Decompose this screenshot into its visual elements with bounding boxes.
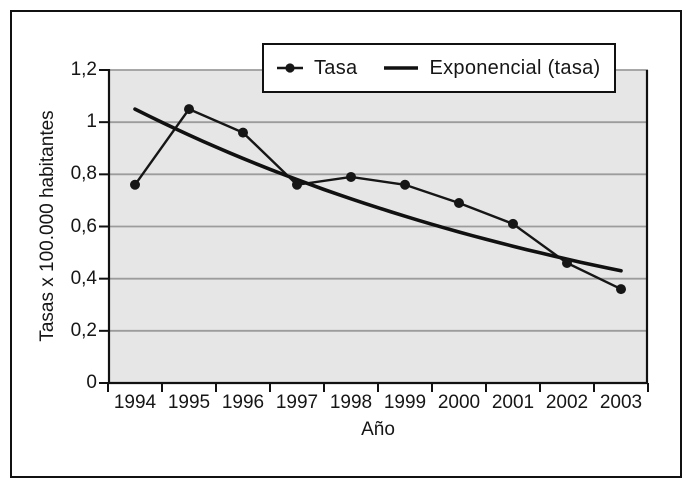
y-tick-label: 0 <box>86 372 97 393</box>
y-tick-label: 0,6 <box>70 215 97 237</box>
x-tick-label: 2001 <box>491 392 535 413</box>
thick-line-icon <box>384 66 419 70</box>
y-tick-label: 1 <box>86 111 97 133</box>
tasa-data-point <box>346 171 356 182</box>
x-tick-label: 2000 <box>437 392 481 413</box>
y-axis-title: Tasas x 100.000 habitantes <box>37 110 58 342</box>
tasa-data-point <box>508 218 518 229</box>
tasa-data-point <box>454 198 464 209</box>
y-tick-label: 0,8 <box>70 163 97 185</box>
x-tick-label: 1998 <box>329 392 373 413</box>
legend-item-tasa: Tasa <box>276 57 357 80</box>
tasa-series-line <box>134 107 622 291</box>
tasa-data-point <box>184 104 194 115</box>
legend-box: Tasa Exponencial (tasa) <box>262 43 616 93</box>
figure-border <box>10 10 682 478</box>
x-tick-label: 2002 <box>545 392 589 413</box>
tasa-data-point <box>130 179 140 190</box>
tasa-data-point <box>238 127 248 138</box>
tasa-data-point <box>562 258 572 269</box>
x-tick-label: 1999 <box>383 392 427 413</box>
x-tick-label: 1995 <box>167 392 211 413</box>
line-with-dot-icon <box>277 63 303 73</box>
x-tick-label: 1994 <box>113 392 157 413</box>
y-tick-label: 0,2 <box>70 319 97 341</box>
exponential-trend-line <box>133 107 623 273</box>
tasa-data-point <box>400 179 410 190</box>
legend-item-exponencial: Exponencial (tasa) <box>383 57 600 80</box>
x-tick-label: 1997 <box>275 392 319 413</box>
x-axis-title: Año <box>361 419 395 440</box>
y-tick-label: 0,4 <box>70 267 97 289</box>
tasa-data-point <box>616 284 626 295</box>
legend-label-tasa: Tasa <box>314 56 358 79</box>
y-tick-label: 1,2 <box>70 59 97 80</box>
x-tick-label: 1996 <box>221 392 265 413</box>
legend-label-exponencial: Exponencial (tasa) <box>429 56 601 79</box>
tasa-data-point <box>292 179 302 190</box>
x-tick-label: 2003 <box>599 392 643 413</box>
